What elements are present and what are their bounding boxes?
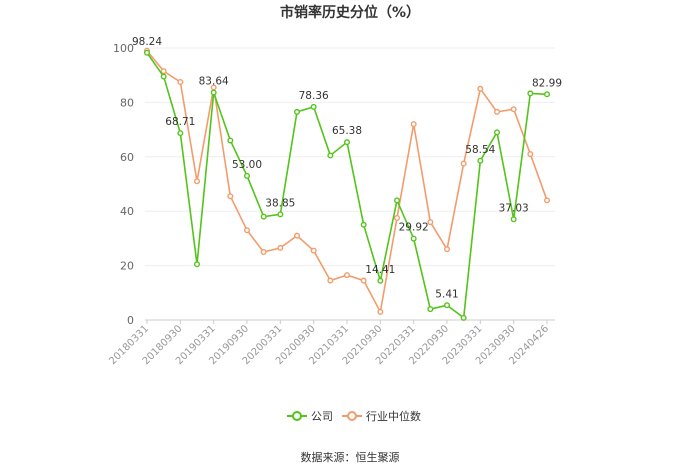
company-point	[427, 306, 434, 313]
y-tick-label: 20	[120, 260, 134, 273]
data-label: 58.54	[465, 144, 495, 156]
industry-point	[527, 151, 534, 158]
series	[143, 47, 551, 321]
data-label: 29.92	[399, 222, 429, 234]
legend-item-industry[interactable]: 行业中位数	[342, 409, 421, 423]
industry-point	[260, 248, 267, 255]
industry-point	[294, 232, 301, 239]
company-point	[460, 314, 467, 321]
industry-point	[310, 247, 317, 254]
company-point	[260, 213, 267, 220]
industry-point	[193, 178, 200, 185]
company-point	[227, 137, 234, 144]
legend-company-marker	[292, 411, 302, 421]
company-point	[394, 197, 401, 204]
legend-company-label: 公司	[311, 410, 333, 423]
industry-point	[510, 106, 517, 113]
company-point	[143, 49, 150, 56]
data-source: 数据来源：恒生聚源	[301, 450, 400, 464]
data-label: 14.41	[365, 264, 395, 276]
industry-point	[243, 227, 250, 234]
grid	[145, 47, 555, 321]
legend-item-company[interactable]: 公司	[287, 410, 333, 423]
data-label: 38.85	[265, 197, 295, 209]
industry-point	[160, 68, 167, 75]
y-tick-label: 0	[127, 314, 134, 327]
company-point	[544, 91, 551, 98]
company-point	[510, 216, 517, 223]
company-point	[193, 261, 200, 268]
y-tick-label: 40	[120, 205, 134, 218]
data-labels: 98.24 68.71 83.64 53.00 38.85 78.36 65.38 14.41…	[132, 36, 562, 300]
company-point	[360, 221, 367, 228]
company-point	[277, 211, 284, 218]
y-tick-label: 100	[113, 42, 134, 55]
industry-point	[177, 78, 184, 85]
company-point	[177, 130, 184, 137]
company-point	[327, 152, 334, 159]
y-axis: 0 20 40 60 80 100	[113, 42, 134, 327]
company-point	[527, 90, 534, 97]
data-label: 78.36	[299, 90, 329, 102]
industry-point	[544, 197, 551, 204]
legend-industry-marker	[347, 411, 357, 421]
industry-point	[427, 219, 434, 226]
industry-point	[444, 246, 451, 253]
industry-point	[410, 121, 417, 128]
industry-point	[277, 244, 284, 251]
data-label: 68.71	[165, 116, 195, 128]
industry-point	[344, 272, 351, 279]
data-label: 98.24	[132, 36, 162, 48]
company-point	[477, 157, 484, 164]
company-point	[210, 89, 217, 96]
data-label: 82.99	[532, 77, 562, 89]
y-tick-label: 60	[120, 151, 134, 164]
company-point	[410, 235, 417, 242]
x-axis: 2018033120180930201903312019093020200331…	[107, 320, 551, 367]
industry-point	[360, 277, 367, 284]
industry-point	[377, 308, 384, 315]
data-label: 5.41	[435, 288, 458, 300]
industry-point	[477, 85, 484, 92]
company-point	[377, 277, 384, 284]
data-label: 83.64	[199, 75, 229, 87]
company-point	[344, 139, 351, 146]
industry-point	[494, 108, 501, 115]
industry-point	[460, 160, 467, 167]
company-point	[444, 302, 451, 309]
industry-point	[327, 277, 334, 284]
company-point	[243, 172, 250, 179]
company-point	[294, 108, 301, 115]
y-tick-label: 80	[120, 96, 134, 109]
chart-title: 市销率历史分位（%）	[280, 4, 420, 21]
industry-point	[227, 193, 234, 200]
industry-point	[394, 214, 401, 221]
data-label: 37.03	[499, 202, 529, 214]
data-label: 65.38	[332, 125, 362, 137]
company-point	[160, 73, 167, 80]
company-point	[494, 129, 501, 136]
legend-industry-label: 行业中位数	[366, 409, 421, 423]
legend[interactable]: 公司 行业中位数	[287, 409, 421, 423]
company-point	[310, 103, 317, 110]
data-label: 53.00	[232, 159, 262, 171]
